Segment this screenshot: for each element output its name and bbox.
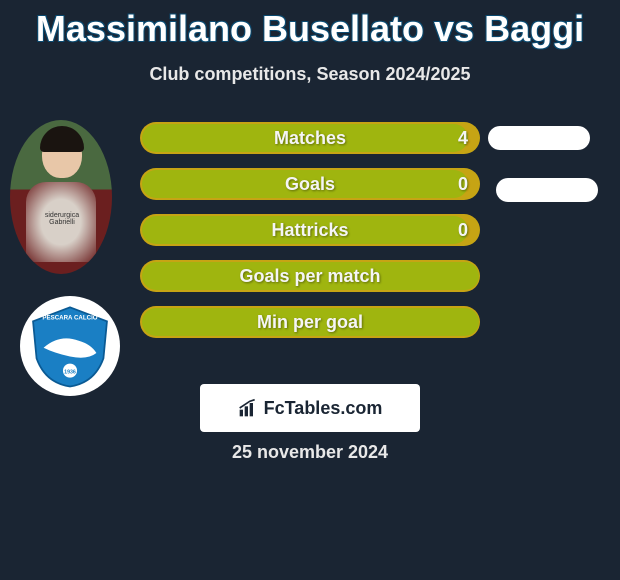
stat-row: Goals 0	[140, 168, 480, 200]
stat-label: Goals per match	[140, 260, 480, 292]
stat-row: Matches 4	[140, 122, 480, 154]
brand-text: FcTables.com	[264, 398, 383, 419]
subtitle: Club competitions, Season 2024/2025	[0, 64, 620, 85]
stat-label: Matches	[140, 122, 480, 154]
player2-avatar-placeholder	[488, 126, 590, 150]
stat-row: Hattricks 0	[140, 214, 480, 246]
stat-value: 0	[458, 168, 468, 200]
badge-year: 1936	[64, 369, 76, 375]
stat-row: Goals per match	[140, 260, 480, 292]
stat-label: Min per goal	[140, 306, 480, 338]
stat-value: 4	[458, 122, 468, 154]
page-title: Massimilano Busellato vs Baggi	[0, 0, 620, 50]
club2-badge-placeholder	[496, 178, 598, 202]
stat-value: 0	[458, 214, 468, 246]
stats-rows: Matches 4 Goals 0 Hattricks 0 Goals per …	[140, 122, 480, 352]
brand-box[interactable]: FcTables.com	[200, 384, 420, 432]
stat-row: Min per goal	[140, 306, 480, 338]
date-text: 25 november 2024	[0, 442, 620, 463]
player1-shirt-logo: siderurgica Gabrielli	[42, 212, 82, 226]
bar-chart-icon	[238, 398, 258, 418]
club-badge-svg: PESCARA CALCIO 1936	[26, 302, 114, 390]
club-badge: PESCARA CALCIO 1936	[20, 296, 120, 396]
badge-top-text: PESCARA CALCIO	[42, 315, 97, 322]
stat-label: Hattricks	[140, 214, 480, 246]
player1-avatar: siderurgica Gabrielli	[10, 120, 112, 274]
player1-hair	[40, 126, 84, 152]
stat-label: Goals	[140, 168, 480, 200]
